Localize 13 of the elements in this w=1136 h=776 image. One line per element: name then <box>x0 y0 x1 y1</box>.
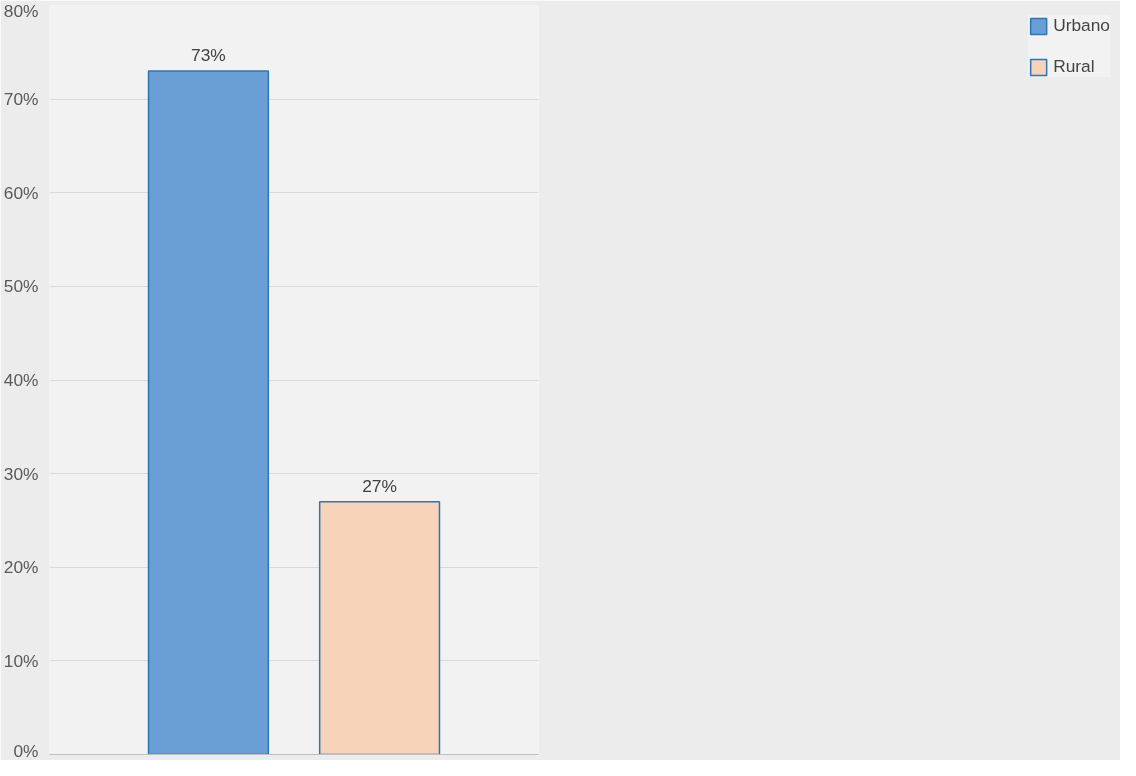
legend-label: Rural <box>1053 56 1095 77</box>
legend-label: Urbano <box>1053 15 1110 36</box>
data-label: 27% <box>362 475 397 496</box>
y-tick-label: 20% <box>3 557 39 578</box>
y-tick-label: 60% <box>3 182 39 203</box>
y-tick-label: 70% <box>3 89 39 110</box>
y-tick-label: 80% <box>3 0 39 21</box>
data-label: 73% <box>191 45 226 66</box>
y-tick-label: 0% <box>13 740 39 761</box>
y-tick-label: 30% <box>3 463 39 484</box>
y-tick-label: 50% <box>3 276 39 297</box>
y-tick-label: 40% <box>3 370 39 390</box>
y-tick-label: 10% <box>3 650 39 671</box>
